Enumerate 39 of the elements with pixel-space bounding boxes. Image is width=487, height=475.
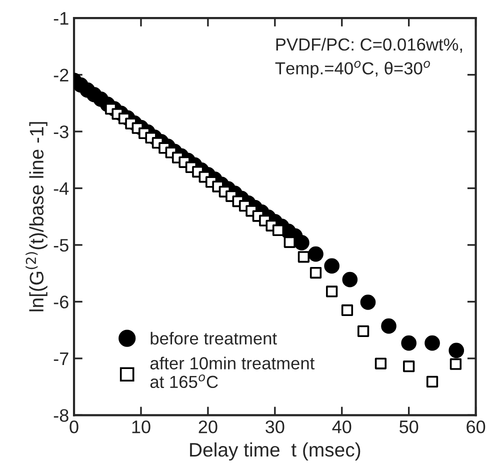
point [360, 294, 376, 310]
point [324, 258, 340, 274]
point [341, 304, 354, 316]
y-axis-title: ln[(G$^{(2)}$(t)/base line -1] [26, 122, 48, 312]
x-tick-label: 10 [132, 420, 150, 434]
y-tick-label: -3 [54, 125, 68, 138]
y-tick-label: -2 [54, 68, 68, 82]
point [450, 358, 462, 370]
point [374, 358, 387, 370]
x-axis-title: Delay time t (msec) [190, 442, 360, 461]
y-tick-label: -5 [54, 239, 68, 252]
point [326, 286, 338, 298]
x-tick-label: 60 [466, 420, 486, 434]
legend-label: before treatment [150, 332, 277, 345]
point [448, 342, 464, 358]
y-tick-label: -6 [54, 296, 68, 308]
point [401, 335, 417, 351]
x-tick-label: 40 [332, 420, 352, 434]
point [310, 266, 322, 279]
point [308, 246, 324, 262]
point [424, 335, 440, 351]
point [403, 360, 415, 372]
x-tick-label: 20 [198, 420, 218, 434]
x-tick-label: 50 [400, 420, 418, 434]
point [298, 251, 310, 263]
x-tick-label: 30 [266, 420, 284, 434]
y-tick-label: -4 [54, 182, 69, 195]
point [284, 236, 296, 248]
point [294, 235, 310, 250]
y-tick-label: -1 [54, 12, 68, 25]
annotation: PVDF/PC: C=0.016wt%, Temp.=40$^{o}$C, θ=30$^{o}$ [275, 38, 462, 78]
point [342, 272, 358, 288]
y-tick-label: -7 [54, 352, 68, 365]
point [381, 318, 396, 334]
x-tick-label: 0 [70, 420, 78, 434]
legend-label: after 10min treatment at 165$^{o}$C [150, 356, 315, 388]
point [357, 325, 370, 338]
y-tick-label: -8 [54, 409, 68, 422]
point [426, 376, 438, 388]
